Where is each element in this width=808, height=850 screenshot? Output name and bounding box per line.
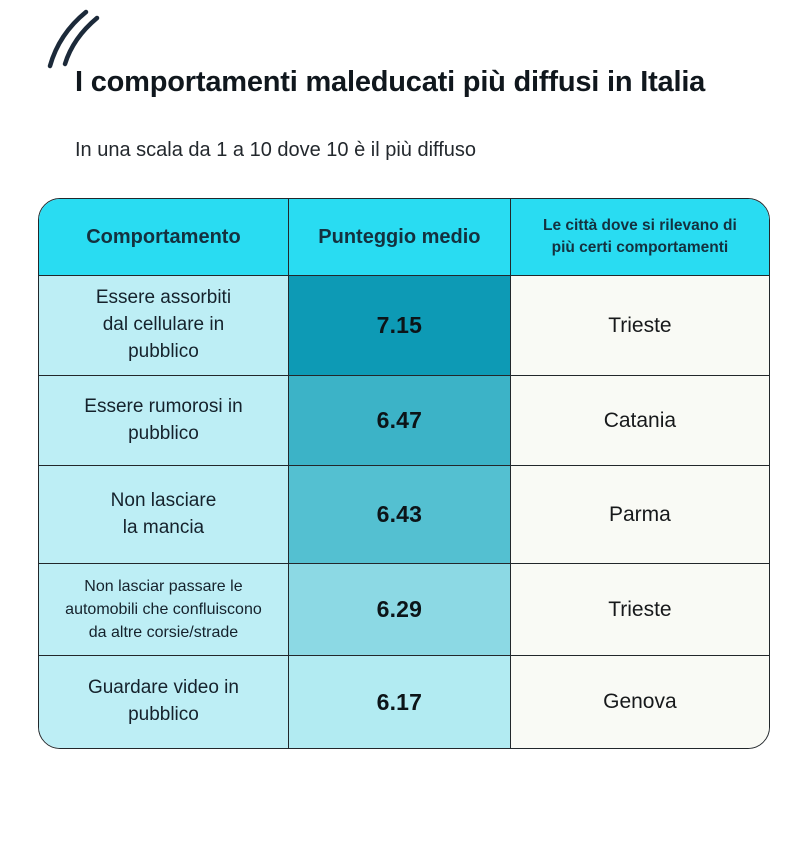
city-cell: Catania — [509, 375, 769, 465]
column-header-score: Punteggio medio — [287, 199, 510, 275]
double-slash-decoration-icon — [47, 9, 100, 69]
city-cell: Parma — [509, 465, 769, 563]
behavior-cell: Essere rumorosi in pubblico — [39, 375, 288, 465]
column-header-behavior: Comportamento — [39, 199, 288, 275]
page-subtitle: In una scala da 1 a 10 dove 10 è il più … — [75, 139, 477, 161]
score-cell: 6.47 — [287, 375, 510, 465]
behaviors-table: Comportamento Punteggio medio Le città d… — [38, 198, 770, 749]
page-title: I comportamenti maleducati più diffusi i… — [75, 66, 706, 99]
column-header-cities: Le città dove si rilevano di più certi c… — [509, 199, 769, 275]
score-cell: 7.15 — [287, 275, 510, 375]
table-grid: Comportamento Punteggio medio Le città d… — [39, 199, 769, 748]
city-cell: Trieste — [509, 275, 769, 375]
behavior-cell: Non lasciare la mancia — [39, 465, 288, 563]
behavior-cell: Essere assorbiti dal cellulare in pubbli… — [39, 275, 288, 375]
behavior-cell: Guardare video in pubblico — [39, 655, 288, 748]
score-cell: 6.43 — [287, 465, 510, 563]
city-cell: Trieste — [509, 563, 769, 655]
score-cell: 6.17 — [287, 655, 510, 748]
city-cell: Genova — [509, 655, 769, 748]
score-cell: 6.29 — [287, 563, 510, 655]
behavior-cell: Non lasciar passare le automobili che co… — [39, 563, 288, 655]
